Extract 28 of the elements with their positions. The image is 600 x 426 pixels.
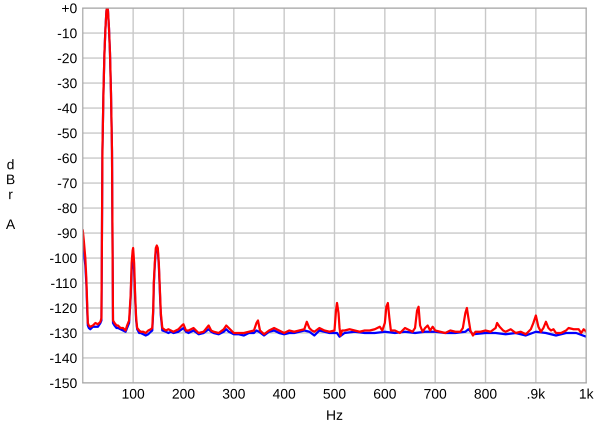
y-tick-label: -120 xyxy=(50,303,77,314)
x-tick-label: .9k xyxy=(528,388,546,399)
y-tick-label: -140 xyxy=(50,353,77,364)
y-tick-label: -150 xyxy=(50,378,77,388)
text: dBr A xyxy=(6,159,16,230)
y-tick-label: -130 xyxy=(50,328,77,338)
y-tick-label: -50 xyxy=(58,128,77,138)
x-tick-label: 300 xyxy=(222,388,245,399)
x-tick-label: 200 xyxy=(172,388,195,399)
x-tick-label: 500 xyxy=(323,388,346,399)
x-tick-label: 100 xyxy=(122,388,144,399)
x-tick-label: 700 xyxy=(424,388,446,399)
y-tick-label: +0 xyxy=(62,3,77,14)
y-tick-label: -100 xyxy=(50,253,77,264)
y-tick-label: -70 xyxy=(58,178,77,188)
x-tick-label: 600 xyxy=(374,388,396,399)
y-tick-label: -80 xyxy=(58,203,77,214)
y-tick-label: -30 xyxy=(58,78,77,88)
y-tick-label: -10 xyxy=(58,28,77,38)
y-tick-label: -60 xyxy=(58,153,77,164)
y-tick-label: -110 xyxy=(51,278,77,288)
y-tick-label: -20 xyxy=(58,53,77,64)
x-axis-title: Hz xyxy=(327,410,342,420)
x-tick-label: 400 xyxy=(272,388,296,399)
y-tick-label: -90 xyxy=(58,228,77,238)
x-tick-label: 800 xyxy=(474,388,497,399)
y-tick-label: -40 xyxy=(58,103,77,114)
x-tick-label: 1k xyxy=(580,388,594,399)
